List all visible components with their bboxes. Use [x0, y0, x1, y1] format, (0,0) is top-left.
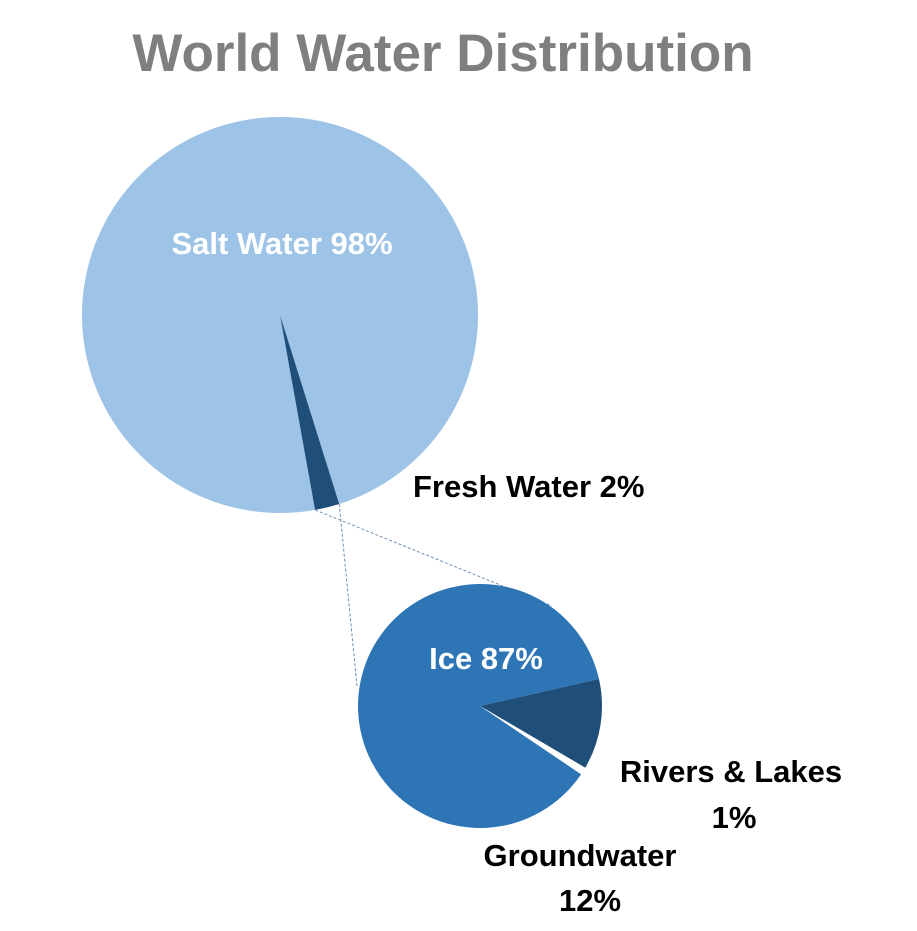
pie-slice-groundwater [480, 678, 603, 768]
explode-connectors [314, 503, 553, 687]
ice-label: Ice 87% [429, 641, 543, 676]
fresh-water-breakdown-pie [358, 583, 603, 828]
connector-line-2 [314, 509, 553, 607]
groundwater-value-label: 12% [559, 883, 621, 918]
fresh-water-label: Fresh Water 2% [413, 469, 644, 504]
main-pie [82, 116, 479, 513]
groundwater-label: Groundwater [484, 838, 677, 873]
pie-slice-salt-water [82, 116, 479, 513]
pie-slice-ice [358, 583, 599, 828]
chart-title: World Water Distribution [132, 24, 753, 83]
connector-line-1 [338, 503, 358, 687]
salt-water-label: Salt Water 98% [171, 226, 392, 261]
pie-slice-rivers-lakes [480, 706, 586, 775]
rivers-lakes-label: Rivers & Lakes [620, 754, 842, 789]
rivers-lakes-value-label: 1% [712, 800, 757, 835]
pie-slice-fresh-water [280, 315, 340, 510]
